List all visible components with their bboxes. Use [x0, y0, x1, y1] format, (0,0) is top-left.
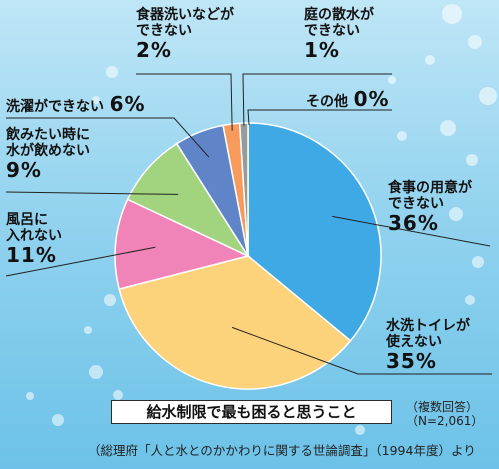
bubble-11	[104, 294, 116, 306]
bubble-14	[113, 390, 123, 400]
bubble-6	[449, 207, 463, 221]
bubble-12	[84, 326, 92, 334]
bubble-18	[388, 76, 396, 84]
leader-line-dishes	[136, 73, 233, 131]
bubble-2	[425, 55, 435, 65]
bubble-7	[472, 256, 484, 268]
leader-line-laundry	[6, 117, 210, 158]
leader-line-drink	[5, 191, 179, 195]
slice-label-dishes: 食器洗いなどが できない 2%	[136, 7, 234, 63]
bubble-1	[468, 35, 482, 49]
bubble-3	[479, 87, 497, 105]
source-credit: （総理府「人と水とのかかわりに関する世論調査」（1994年度）より	[88, 443, 476, 458]
leader-line-garden	[242, 73, 392, 126]
bubble-4	[440, 120, 456, 136]
pie-slice-toilet	[118, 255, 352, 390]
bubble-16	[26, 392, 34, 400]
pie-slice-bath	[114, 198, 251, 290]
survey-note: （複数回答） （N=2,061）	[406, 400, 484, 429]
pie-slice-meal	[247, 122, 382, 342]
bubble-5	[466, 154, 478, 166]
slice-label-toilet: 水洗トイレが 使えない 35%	[386, 318, 470, 374]
slice-label-bath: 風呂に 入れない 11%	[6, 212, 62, 268]
bubble-13	[89, 365, 103, 379]
bubble-19	[397, 131, 407, 141]
leader-lines	[5, 73, 492, 375]
bubble-8	[465, 295, 475, 305]
bubble-9	[106, 66, 118, 78]
bubble-10	[92, 96, 100, 104]
leader-line-meal	[332, 215, 491, 247]
leader-line-bath	[5, 246, 156, 277]
leader-line-other	[247, 109, 392, 126]
chart-title: 給水制限で最も困ると思うこと	[111, 400, 392, 424]
slice-label-meal: 食事の用意が できない 36%	[388, 180, 472, 236]
bubble-15	[52, 414, 64, 426]
slice-label-garden: 庭の散水が できない 1%	[304, 7, 374, 63]
slice-label-laundry: 洗濯ができない 6%	[6, 92, 146, 116]
pie-slices	[114, 122, 382, 390]
bubble-17	[355, 425, 365, 435]
leader-line-toilet	[231, 326, 492, 375]
slice-label-other: その他 0%	[306, 87, 390, 111]
bubble-decoration	[26, 4, 497, 435]
bubble-0	[442, 4, 462, 24]
slice-label-drink: 飲みたい時に 水が飲めない 9%	[6, 127, 90, 183]
